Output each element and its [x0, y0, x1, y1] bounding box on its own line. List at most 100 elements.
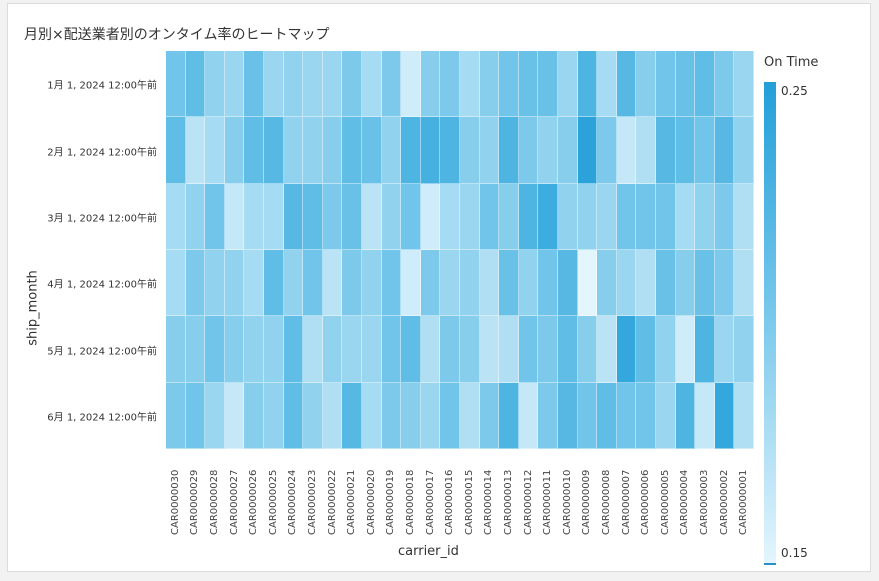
- heatmap-cell: [518, 117, 539, 184]
- heatmap-cell: [303, 183, 323, 250]
- heatmap-cell: [224, 117, 245, 184]
- heatmap-cell: [224, 51, 245, 118]
- heatmap-cell: [303, 51, 323, 118]
- heatmap-cell: [479, 250, 500, 317]
- heatmap-cell: [695, 51, 715, 118]
- heatmap-cell: [264, 382, 284, 449]
- heatmap-cell: [303, 382, 323, 449]
- heatmap-cell: [597, 250, 617, 317]
- x-tick-label: CAR0000005: [659, 469, 671, 535]
- x-axis-labels: CAR0000030 CAR0000029 CAR0000028 CAR0000027…: [166, 455, 754, 545]
- heatmap-cell: [695, 316, 715, 383]
- heatmap-cell: [460, 183, 480, 250]
- heatmap-cell: [577, 183, 598, 250]
- heatmap-cell: [518, 250, 539, 317]
- heatmap-cell: [656, 51, 676, 118]
- heatmap-cell: [401, 316, 421, 383]
- heatmap-cell: [636, 250, 656, 317]
- heatmap-cell: [538, 51, 558, 118]
- heatmap-cell: [205, 117, 225, 184]
- heatmap-cell: [205, 316, 225, 383]
- heatmap-cell: [499, 183, 519, 250]
- heatmap-cell: [224, 316, 245, 383]
- x-tick-label: CAR0000015: [463, 469, 475, 535]
- x-tick-label: CAR0000004: [679, 469, 691, 535]
- heatmap-cell: [460, 250, 480, 317]
- heatmap-cell: [714, 117, 735, 184]
- heatmap-cell: [283, 250, 304, 317]
- heatmap-cell: [440, 117, 460, 184]
- heatmap-cell: [381, 117, 402, 184]
- heatmap-cell: [538, 117, 558, 184]
- heatmap-cell: [401, 117, 421, 184]
- heatmap-cell: [224, 382, 245, 449]
- heatmap-cell: [322, 183, 343, 250]
- x-tick-label: CAR0000021: [346, 469, 358, 535]
- heatmap-cell: [185, 51, 206, 118]
- heatmap-cell: [283, 316, 304, 383]
- x-tick-label: CAR0000014: [483, 469, 495, 535]
- heatmap-cell: [558, 250, 578, 317]
- x-tick-label: CAR0000019: [385, 469, 397, 535]
- heatmap-cell: [597, 117, 617, 184]
- heatmap-cell: [342, 51, 362, 118]
- x-tick-label: CAR0000008: [601, 469, 612, 535]
- heatmap-cell: [401, 51, 421, 118]
- x-tick-label: CAR0000030: [169, 469, 181, 535]
- heatmap-cell: [577, 316, 598, 383]
- heatmap-cell: [616, 316, 637, 383]
- heatmap-cell: [499, 51, 519, 118]
- heatmap-cell: [558, 316, 578, 383]
- heatmap-cell: [224, 183, 245, 250]
- heatmap-cell: [185, 250, 206, 317]
- heatmap-cell: [185, 117, 206, 184]
- heatmap-cell: [675, 382, 696, 449]
- heatmap-cell: [244, 316, 264, 383]
- heatmap-cell: [577, 382, 598, 449]
- heatmap-cell: [166, 382, 186, 449]
- heatmap-cell: [303, 316, 323, 383]
- heatmap-cell: [224, 250, 245, 317]
- heatmap-cell: [636, 382, 656, 449]
- heatmap-cell: [675, 183, 696, 250]
- heatmap-cell: [616, 51, 637, 118]
- heatmap-cell: [675, 51, 696, 118]
- heatmap-cell: [283, 382, 304, 449]
- x-tick-label: CAR0000013: [503, 469, 514, 535]
- heatmap-cell: [420, 250, 441, 317]
- heatmap-cell: [185, 183, 206, 250]
- heatmap-cell: [518, 51, 539, 118]
- heatmap-cell: [205, 51, 225, 118]
- heatmap-cell: [577, 51, 598, 118]
- heatmap-cell: [185, 382, 206, 449]
- heatmap-cell: [616, 117, 637, 184]
- heatmap-cell: [342, 250, 362, 317]
- heatmap-cell: [342, 183, 362, 250]
- heatmap-cell: [558, 183, 578, 250]
- heatmap-cell: [597, 51, 617, 118]
- heatmap-cell: [440, 316, 460, 383]
- heatmap-cell: [656, 117, 676, 184]
- heatmap-cell: [714, 250, 735, 317]
- heatmap-cell: [420, 183, 441, 250]
- heatmap-cell: [185, 316, 206, 383]
- heatmap-cell: [440, 250, 460, 317]
- heatmap-cell: [636, 51, 656, 118]
- x-tick-label: CAR0000010: [561, 469, 573, 535]
- heatmap-cell: [264, 250, 284, 317]
- heatmap-cell: [518, 382, 539, 449]
- heatmap-cell: [616, 382, 637, 449]
- heatmap-cell: [714, 51, 735, 118]
- heatmap-cell: [342, 117, 362, 184]
- heatmap-cell: [460, 382, 480, 449]
- heatmap-cell: [499, 117, 519, 184]
- y-tick-label: 2月 1, 2024 12:00午前: [47, 147, 157, 158]
- x-tick-label: CAR0000022: [326, 469, 338, 535]
- x-tick-label: CAR0000024: [287, 469, 299, 535]
- x-tick-label: CAR0000025: [267, 469, 279, 535]
- x-tick-label: CAR0000018: [405, 469, 416, 535]
- heatmap-cell: [479, 183, 500, 250]
- heatmap-cell: [244, 183, 264, 250]
- heatmap-cell: [420, 117, 441, 184]
- heatmap-cell: [675, 117, 696, 184]
